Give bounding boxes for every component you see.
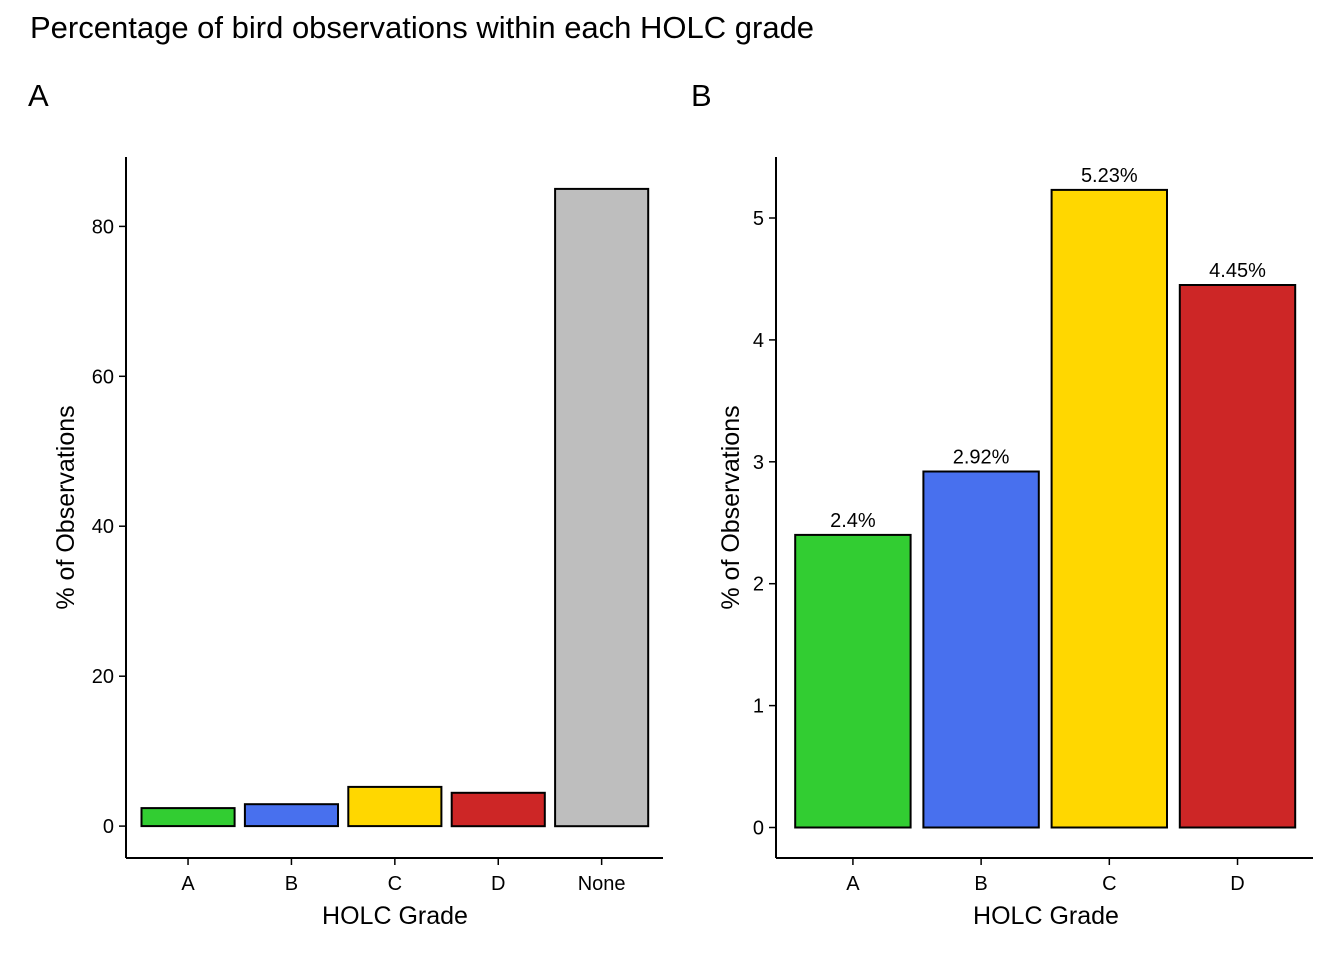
y-tick-label-b-2: 2 (753, 574, 764, 596)
x-tick-label-a-d: D (491, 873, 505, 895)
y-tick-label-a-80: 80 (92, 216, 114, 238)
bar-b-d (1178, 284, 1297, 829)
y-tick-label-a-40: 40 (92, 516, 114, 538)
bar-a-b (243, 803, 339, 828)
x-axis-title-b: HOLC Grade (973, 902, 1119, 930)
y-tick-label-b-0: 0 (753, 818, 764, 840)
panel-a-tag: A (28, 78, 49, 113)
data-label-b-b: 2.92% (953, 447, 1010, 469)
chart-title: Percentage of bird observations within e… (30, 10, 815, 45)
bar-a-a (140, 807, 236, 828)
y-tick-label-b-3: 3 (753, 452, 764, 474)
y-tick-label-a-0: 0 (103, 816, 114, 838)
y-tick-label-b-4: 4 (753, 330, 764, 352)
bar-b-a (794, 533, 912, 829)
x-axis-title-a: HOLC Grade (322, 902, 468, 930)
x-tick-label-a-c: C (388, 873, 402, 895)
bar-a-none (554, 187, 650, 828)
x-tick-label-b-a: A (846, 873, 860, 895)
x-tick-label-a-b: B (285, 873, 298, 895)
y-tick-label-b-5: 5 (753, 208, 764, 230)
bar-a-c (347, 785, 443, 828)
y-tick-label-b-1: 1 (753, 696, 764, 718)
x-tick-label-a-none: None (578, 873, 626, 895)
x-tick-label-b-b: B (974, 873, 987, 895)
data-label-b-c: 5.23% (1081, 165, 1138, 187)
data-label-b-a: 2.4% (830, 510, 876, 532)
data-label-b-d: 4.45% (1209, 260, 1266, 282)
bar-b-b (922, 470, 1040, 829)
y-tick-label-a-20: 20 (92, 666, 114, 688)
bar-b-c (1050, 188, 1168, 829)
bar-a-d (450, 791, 546, 828)
y-axis-title-b: % of Observations (717, 405, 745, 609)
x-tick-label-b-c: C (1102, 873, 1116, 895)
x-tick-label-a-a: A (181, 873, 195, 895)
panel-b-tag: B (691, 78, 712, 113)
y-axis-title-a: % of Observations (52, 405, 80, 609)
x-tick-label-b-d: D (1230, 873, 1244, 895)
y-tick-label-a-60: 60 (92, 366, 114, 388)
